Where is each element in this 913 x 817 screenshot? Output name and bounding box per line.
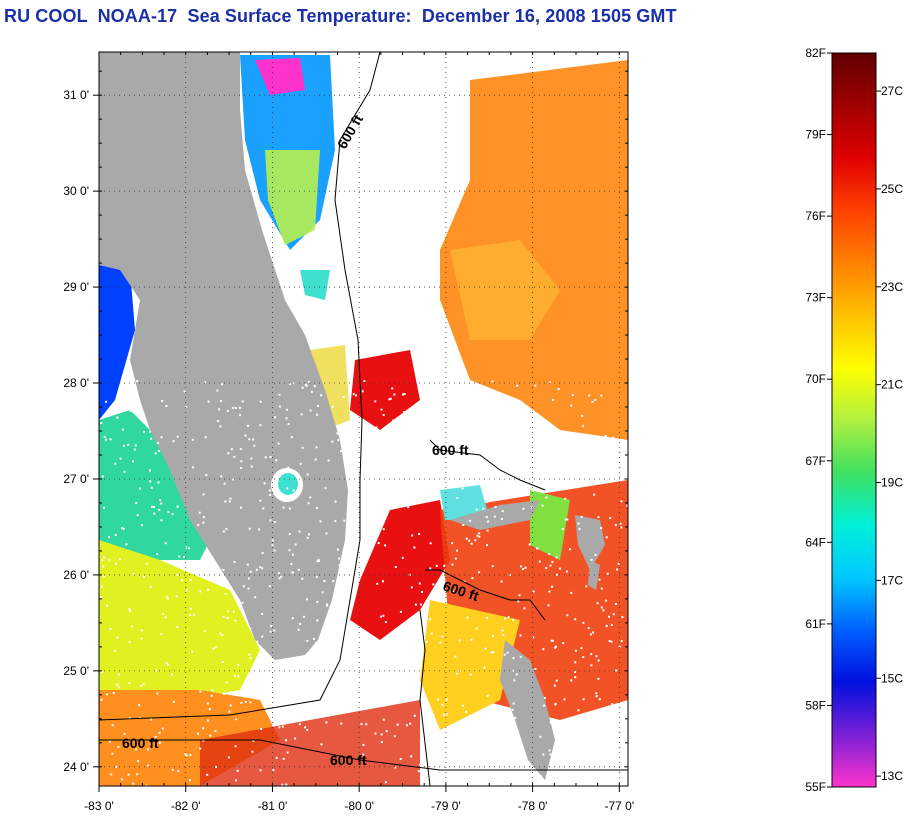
- colorbar-c-label: 25C: [881, 182, 903, 196]
- lat-tick-label: 24 0': [63, 760, 89, 774]
- colorbar-f-label: 73F: [805, 291, 826, 305]
- colorbar-f-label: 79F: [805, 128, 826, 142]
- colorbar-f-label: 55F: [805, 780, 826, 794]
- page-title: RU COOL NOAA-17 Sea Surface Temperature:…: [4, 6, 677, 26]
- colorbar-c-label: 13C: [881, 769, 903, 783]
- lat-tick-label: 29 0': [63, 280, 89, 294]
- colorbar-f-label: 58F: [805, 698, 826, 712]
- lon-tick-label: -80 0': [344, 799, 374, 813]
- contour-label: 600 ft: [330, 752, 367, 768]
- lon-tick-label: -81 0': [258, 799, 288, 813]
- map-axes: -83 0' -82 0' -81 0' -80 0' -79 0' -78 0' -77 …: [63, 52, 634, 813]
- colorbar-c-label: 17C: [881, 573, 903, 587]
- lon-tick-label: -78 0': [518, 799, 548, 813]
- lat-tick-label: 25 0': [63, 664, 89, 678]
- lon-tick-label: -83 0': [84, 799, 114, 813]
- colorbar-frame: [831, 52, 877, 788]
- land-mask: [99, 52, 605, 780]
- colorbar-c-label: 15C: [881, 671, 903, 685]
- colorbar-f-label: 61F: [805, 617, 826, 631]
- lon-tick-label: -79 0': [431, 799, 461, 813]
- lat-tick-label: 30 0': [63, 184, 89, 198]
- isobath-600ft: [99, 52, 628, 786]
- plot-frame: [98, 51, 629, 787]
- lon-tick-label: -77 0': [604, 799, 634, 813]
- sst-field: [99, 55, 628, 786]
- colorbar-c-label: 27C: [881, 84, 903, 98]
- colorbar-f-label: 82F: [805, 46, 826, 60]
- contour-label: 600 ft: [432, 442, 469, 458]
- colorbar-c-label: 21C: [881, 378, 903, 392]
- colorbar-c-label: 23C: [881, 280, 903, 294]
- graticule: [99, 52, 628, 786]
- lat-tick-label: 26 0': [63, 568, 89, 582]
- contour-label: 600 ft: [122, 735, 159, 751]
- cloud-speckle: [100, 380, 628, 786]
- colorbar-f-label: 67F: [805, 454, 826, 468]
- colorbar-f-label: 76F: [805, 209, 826, 223]
- lat-tick-label: 31 0': [63, 88, 89, 102]
- colorbar-f-label: 70F: [805, 372, 826, 386]
- colorbar: 82F 79F 76F 73F 70F 67F 64F 61F 58F 55F 27C 25C 23C…: [805, 46, 903, 794]
- lat-tick-label: 27 0': [63, 472, 89, 486]
- lat-tick-label: 28 0': [63, 376, 89, 390]
- lon-tick-label: -82 0': [171, 799, 201, 813]
- colorbar-f-label: 64F: [805, 535, 826, 549]
- colorbar-scale: [832, 53, 876, 787]
- colorbar-c-label: 19C: [881, 476, 903, 490]
